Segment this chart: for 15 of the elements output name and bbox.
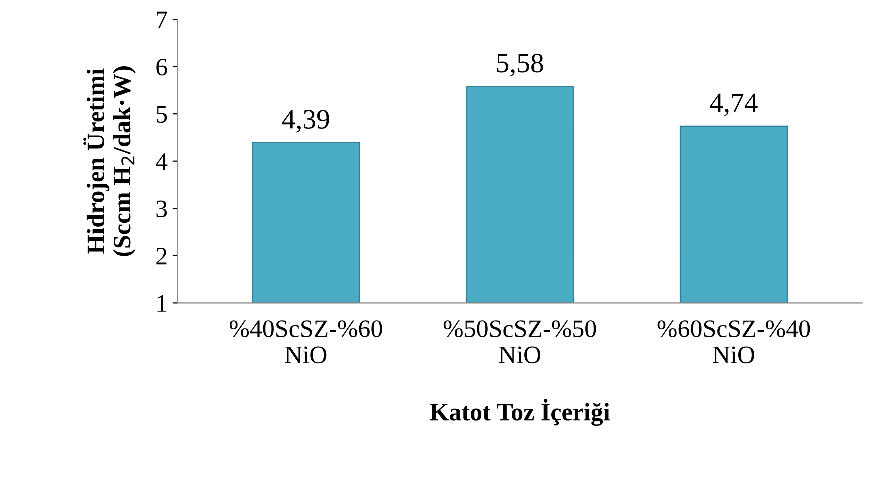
y-axis-title: Hidrojen Üretimi (Sccm H$_{2}$/dak·W): [84, 66, 136, 256]
y-tick-label: 4: [156, 154, 168, 170]
data-label: 5,58: [497, 54, 544, 77]
y-tick-label: 3: [156, 200, 168, 218]
data-label: 4,39: [282, 110, 330, 133]
data-label: 4,74: [710, 94, 758, 116]
x-tick-label: %60ScSZ-%40 NiO: [658, 320, 810, 364]
y-tick-label: 2: [156, 248, 167, 265]
x-tick-label: %50ScSZ-%50 NiO: [444, 320, 596, 364]
x-tick-label: %40ScSZ-%60 NiO: [230, 320, 382, 364]
y-tick-label: 6: [156, 58, 168, 76]
y-tick-label: 7: [157, 12, 168, 28]
x-axis-title: Katot Toz İçeriği: [430, 399, 610, 426]
y-tick-label: 5: [157, 106, 168, 124]
y-tick-label: 1: [158, 295, 167, 312]
